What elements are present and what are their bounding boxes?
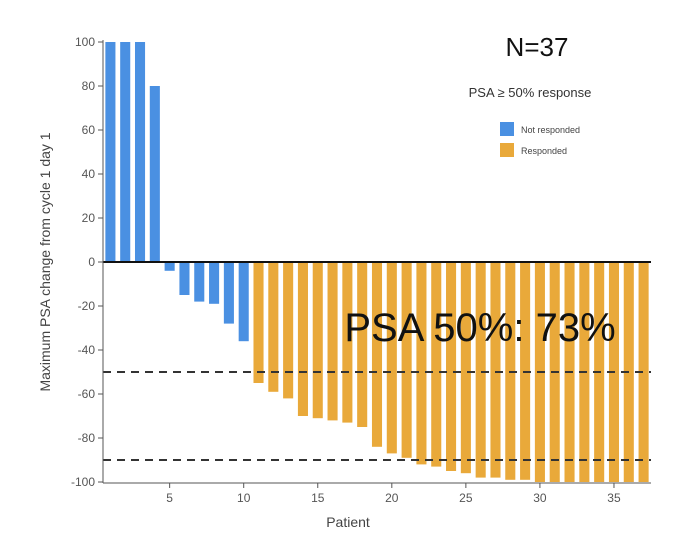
bar-patient-23 — [431, 262, 442, 467]
y-tick-label: -100 — [71, 475, 95, 489]
bar-patient-17 — [342, 262, 353, 423]
bar-patient-8 — [209, 262, 220, 304]
bar-patient-25 — [460, 262, 471, 474]
bar-patient-3 — [134, 42, 146, 262]
bar-patient-9 — [223, 262, 234, 324]
x-tick-label: 25 — [459, 491, 473, 505]
legend-label-responded: Responded — [521, 146, 567, 156]
y-tick-label: 20 — [82, 211, 96, 225]
bar-patient-22 — [416, 262, 427, 465]
x-tick-label: 20 — [385, 491, 399, 505]
bar-patient-18 — [357, 262, 368, 427]
y-tick-label: 40 — [82, 167, 96, 181]
legend-title: PSA ≥ 50% response — [469, 85, 592, 100]
bar-patient-7 — [194, 262, 205, 302]
response-rate-annotation: PSA 50%: 73% — [344, 306, 615, 350]
legend-swatch-not-responded — [500, 122, 514, 136]
bar-patient-12 — [268, 262, 279, 392]
bar-patient-10 — [238, 262, 249, 342]
bar-patient-15 — [312, 262, 323, 419]
legend: PSA ≥ 50% response Not responded Respond… — [469, 85, 592, 157]
y-tick-label: -80 — [78, 431, 96, 445]
bar-patient-37 — [638, 262, 649, 482]
y-tick-label: -20 — [78, 299, 96, 313]
reference-lines — [103, 371, 651, 461]
y-axis-title: Maximum PSA change from cycle 1 day 1 — [37, 132, 53, 391]
y-tick-label: 0 — [88, 255, 95, 269]
y-tick-label: 80 — [82, 79, 96, 93]
bar-patient-21 — [401, 262, 412, 458]
y-tick-label: -40 — [78, 343, 96, 357]
sample-size-annotation: N=37 — [506, 32, 569, 62]
bar-patient-6 — [179, 262, 190, 295]
bar-patient-28 — [505, 262, 516, 480]
bar-patient-26 — [475, 262, 486, 478]
legend-swatch-responded — [500, 143, 514, 157]
bar-patient-16 — [327, 262, 338, 421]
bar-patient-1 — [105, 42, 116, 262]
legend-label-not-responded: Not responded — [521, 125, 580, 135]
bar-patient-14 — [297, 262, 308, 416]
x-tick-label: 30 — [533, 491, 547, 505]
y-tick-label: -60 — [78, 387, 96, 401]
bar-patient-5 — [164, 262, 175, 271]
bar-patient-20 — [386, 262, 397, 454]
x-axis-title: Patient — [326, 514, 370, 530]
bar-patient-24 — [446, 262, 457, 471]
y-tick-label: 60 — [82, 123, 96, 137]
x-tick-label: 5 — [166, 491, 173, 505]
bar-patient-11 — [253, 262, 264, 383]
axes — [98, 40, 651, 488]
bar-patient-2 — [120, 42, 131, 262]
bar-patient-29 — [520, 262, 531, 480]
tick-labels: 100 80 60 40 20 0 -20 -40 -60 -80 -100 5 10 15 20 25 30 3… — [71, 35, 621, 505]
bar-patient-19 — [371, 262, 383, 447]
y-tick-label: 100 — [75, 35, 95, 49]
x-tick-label: 10 — [237, 491, 251, 505]
bar-patient-27 — [490, 262, 501, 478]
x-tick-label: 35 — [607, 491, 621, 505]
bar-patient-4 — [149, 86, 160, 262]
x-tick-label: 15 — [311, 491, 325, 505]
bar-patient-13 — [283, 262, 294, 399]
